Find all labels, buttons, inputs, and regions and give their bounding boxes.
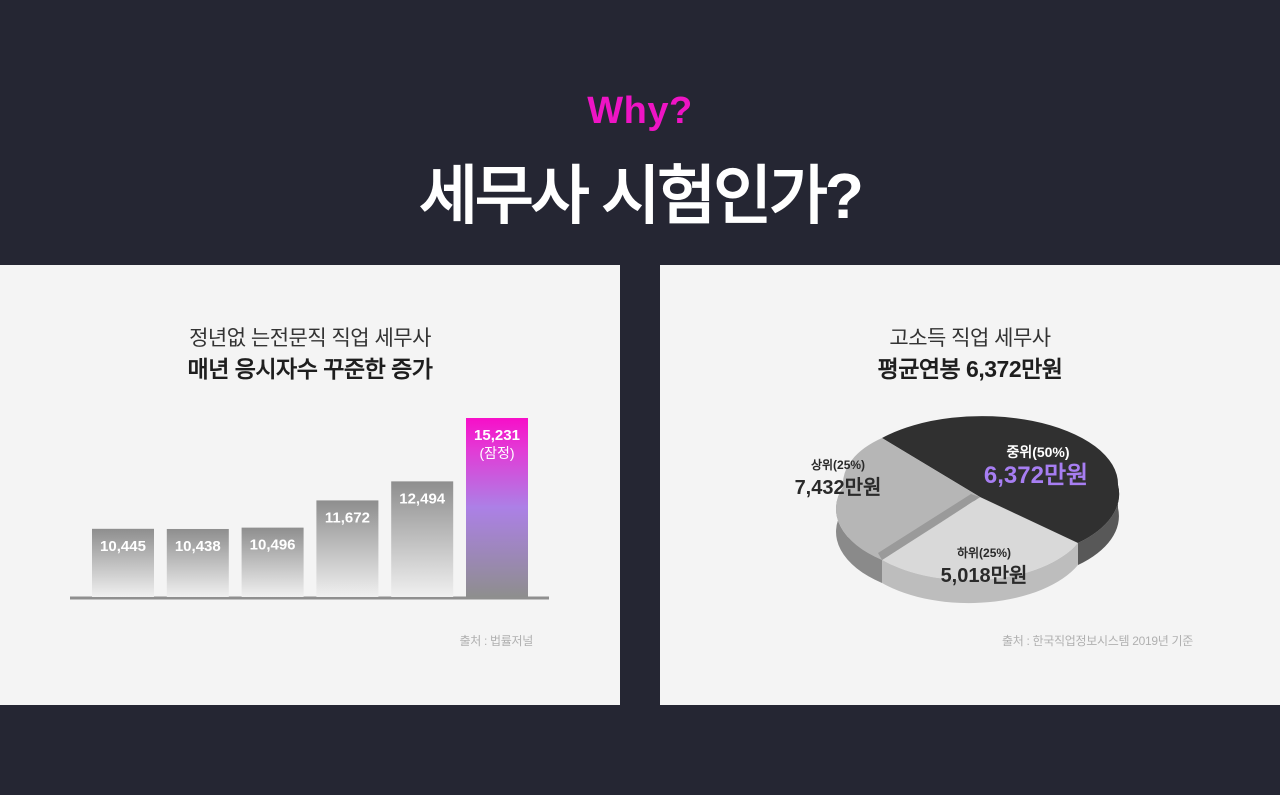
slice-middle-label: 중위(50%)	[1006, 444, 1069, 460]
pie-slice-high	[836, 438, 980, 560]
bar	[316, 500, 379, 597]
slice-high-value: 7,432만원	[795, 476, 882, 499]
applicants-panel: 정년없 는전문직 직업 세무사 매년 응시자수 꾸준한 증가 10,445 10,…	[0, 265, 620, 705]
salary-pie-chart: 중위(50%) 6,372만원 상위(25%) 7,432만원 하위(25%) …	[795, 416, 1120, 604]
bar-value-label: 10,438	[175, 538, 221, 555]
bar	[92, 528, 154, 597]
bar	[241, 527, 304, 597]
pie-side-left	[836, 487, 882, 583]
salary-title: 평균연봉 6,372만원	[877, 356, 1063, 382]
bar-value-label: 10,445	[100, 538, 146, 555]
applicants-bar-chart: 10,445 10,438 10,496 11,672 12,494 15,231(잠정)	[70, 418, 549, 600]
bar-value-label: 10,496	[250, 537, 296, 554]
eyebrow-why: Why?	[587, 90, 693, 132]
pie-side-bottom	[882, 543, 1078, 604]
salary-panel: 고소득 직업 세무사 평균연봉 6,372만원 중위(50%) 6,372만원 …	[660, 265, 1280, 705]
slice-low-label: 하위(25%)	[957, 545, 1011, 560]
applicants-subtitle: 정년없 는전문직 직업 세무사	[189, 327, 431, 350]
bar-note-label: (잠정)	[479, 445, 514, 461]
slice-middle-value: 6,372만원	[984, 462, 1088, 489]
salary-subtitle: 고소득 직업 세무사	[889, 327, 1051, 350]
page-title: 세무사 시험인가?	[418, 160, 864, 232]
salary-source: 출처 : 한국직업정보시스템 2019년 기준	[1001, 634, 1193, 648]
pie-slice-middle	[882, 416, 1120, 543]
applicants-source: 출처 : 법률저널	[459, 634, 533, 648]
bar	[466, 418, 528, 597]
slice-low-value: 5,018만원	[941, 564, 1028, 587]
bar-value-label: 15,231	[474, 427, 520, 444]
pie-slice-low	[882, 497, 1078, 581]
applicants-title: 매년 응시자수 꾸준한 증가	[187, 356, 433, 382]
slice-high-label: 상위(25%)	[811, 457, 865, 472]
bar	[166, 528, 229, 597]
bar-value-label: 11,672	[325, 509, 370, 526]
bar	[391, 481, 454, 597]
bar-value-label: 12,494	[399, 490, 446, 507]
pie-divider-2	[878, 494, 980, 560]
pie-side-right	[1078, 485, 1120, 565]
